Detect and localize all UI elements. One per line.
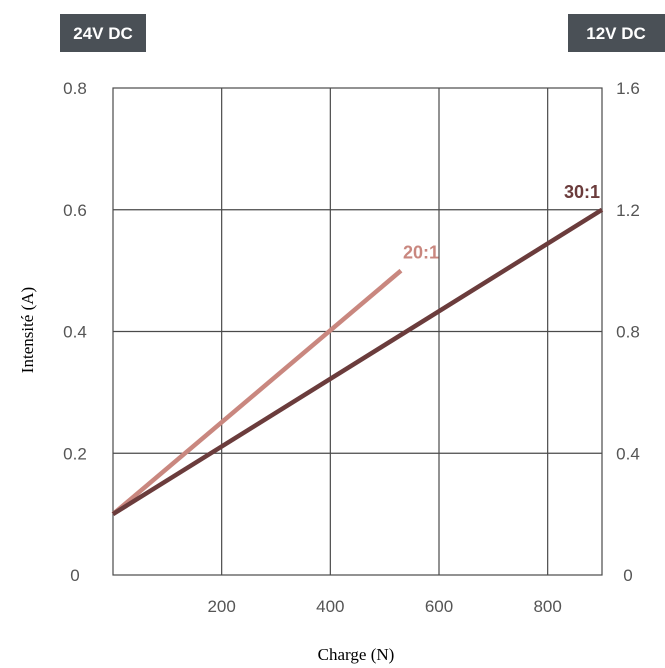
series-line-20-1 [111,268,403,516]
y2-tick-label: 0 [623,566,632,585]
badge-12v-bg [568,14,665,52]
badge-12v: 12V DC [568,14,665,52]
series-lines: 20:1 30:1 [111,182,604,517]
series-label: 20:1 [403,243,439,263]
y2-tick-label: 1.6 [616,79,640,98]
y-tick-label: 0.8 [63,79,87,98]
series-label: 30:1 [564,182,600,202]
tick-labels: 200 400 600 800 0 0.2 0.4 0.6 0.8 0 0.4 0.8 1.2 1.6 [63,79,640,616]
x-axis-title: Charge (N) [318,645,395,664]
y-tick-label: 0 [70,566,79,585]
x-tick-label: 800 [533,597,561,616]
x-tick-label: 600 [425,597,453,616]
series-line-30-1 [111,207,604,517]
badge-12v-label: 12V DC [586,24,646,43]
x-tick-label: 200 [207,597,235,616]
grid-lines [113,88,602,575]
badge-24v: 24V DC [60,14,146,52]
y-tick-label: 0.4 [63,323,87,342]
badge-24v-bg [60,14,146,52]
y2-tick-label: 0.8 [616,323,640,342]
y-axis-title: Intensité (A) [18,287,37,373]
y-tick-label: 0.2 [63,444,87,463]
badge-24v-label: 24V DC [73,24,133,43]
y2-tick-label: 1.2 [616,201,640,220]
y-tick-label: 0.6 [63,201,87,220]
plot-frame [112,87,603,576]
x-tick-label: 400 [316,597,344,616]
y2-tick-label: 0.4 [616,444,640,463]
